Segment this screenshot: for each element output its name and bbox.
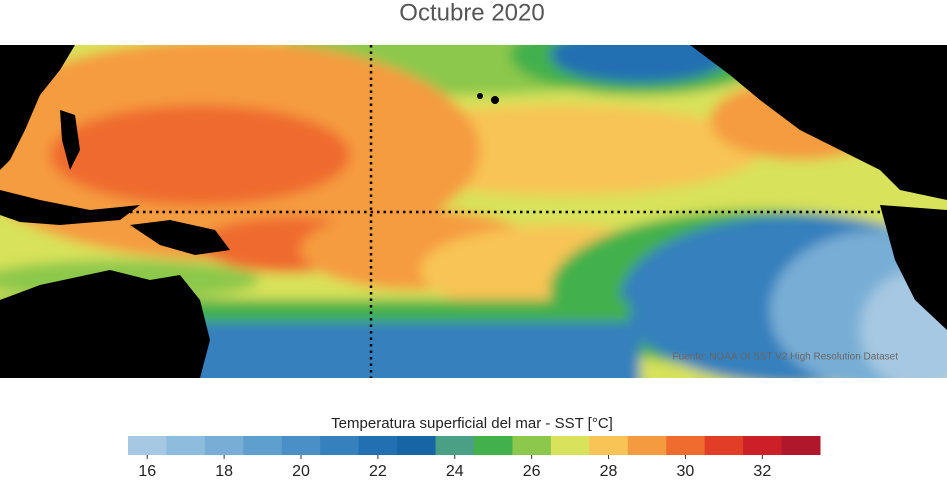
colorbar-tick-label: 28 [600,463,618,480]
colorbar-segment [243,436,283,455]
colorbar-tick-label: 32 [753,463,771,480]
colorbar-tick-label: 26 [523,463,541,480]
colorbar-segment [512,436,552,455]
colorbar-segment [320,436,360,455]
colorbar-segment [704,436,744,455]
colorbar-segment [474,436,513,455]
colorbar-label: Temperatura superficial del mar - SST [°… [331,415,613,432]
colorbar-segment [358,436,398,455]
colorbar-tick-label: 20 [292,463,310,480]
colorbar-segment [166,436,206,455]
colorbar-segment [627,436,667,455]
colorbar-tick-label: 18 [215,463,233,480]
colorbar-segment [743,436,783,455]
colorbar-tick-label: 24 [446,463,464,480]
colorbar-segment [397,436,437,455]
colorbar-segment [666,436,706,455]
colorbar-segment [204,436,244,455]
colorbar-segment [781,436,821,455]
colorbar-segment [128,436,167,455]
colorbar-tick-label: 16 [138,463,156,480]
colorbar: 16 18 20 22 24 26 28 30 32 [128,436,821,480]
map-title: Octubre 2020 [399,0,544,26]
colorbar-tick-label: 22 [369,463,387,480]
colorbar-segment [281,436,321,455]
source-note: Fuente: NOAA OI SST V2 High Resolution D… [673,352,899,363]
colorbar-segment [550,436,590,455]
sst-map [0,45,947,378]
colorbar-tick-label: 30 [677,463,695,480]
colorbar-segment [435,436,475,455]
colorbar-segment [589,436,629,455]
